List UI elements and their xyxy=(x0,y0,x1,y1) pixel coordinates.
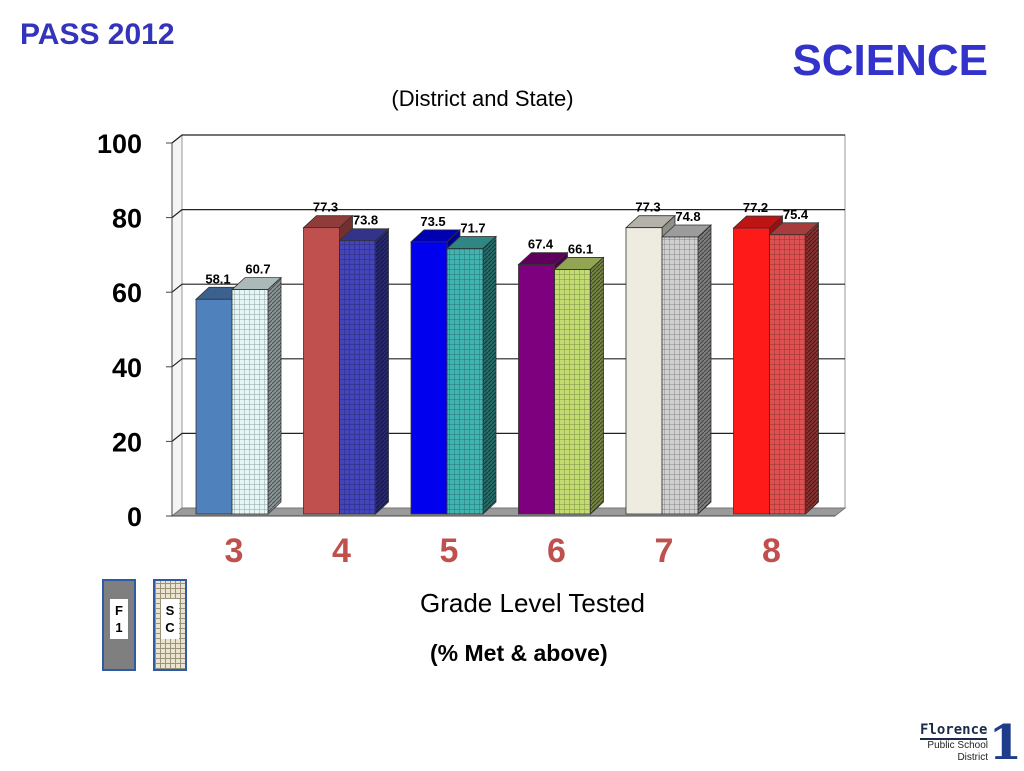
logo-number: 1 xyxy=(988,715,1022,771)
chart-bars xyxy=(194,214,820,515)
gridline xyxy=(171,358,845,368)
y-tick-label: 100 xyxy=(97,129,142,159)
x-axis-label: Grade Level Tested xyxy=(420,588,645,618)
legend-district: F 1 xyxy=(102,579,136,671)
chart-subtitle: (District and State) xyxy=(391,86,574,111)
bar-district-8-front xyxy=(733,227,770,515)
data-label-state: 60.7 xyxy=(245,262,270,277)
bar-state-6 xyxy=(553,256,605,515)
gridline xyxy=(171,134,845,144)
data-label-state: 75.4 xyxy=(783,207,809,222)
gridline xyxy=(171,283,845,293)
data-label-state: 74.8 xyxy=(675,209,700,224)
plot-side-wall xyxy=(171,133,183,518)
bar-district-4 xyxy=(302,214,354,515)
logo-line2: District xyxy=(957,752,988,763)
y-tick-label: 20 xyxy=(112,427,142,457)
bar-state-3 xyxy=(230,276,283,515)
subject-title: SCIENCE xyxy=(792,36,988,85)
bar-district-3-front xyxy=(195,298,233,515)
legend-state-label: S C xyxy=(161,599,179,639)
y-tick-label: 0 xyxy=(127,502,142,532)
chart-labels: 58.1 60.7 3 77.3 73.8 4 73.5 71.7 5 67.4 66.1 6 77.3… xyxy=(205,200,809,570)
bar-state-5 xyxy=(445,235,498,515)
x-tick-label: 3 xyxy=(225,532,244,570)
data-label-state: 71.7 xyxy=(460,221,485,236)
y-tick-label: 60 xyxy=(112,278,142,308)
x-tick-label: 6 xyxy=(547,532,566,570)
chart-axes: 0 20 40 60 80 100 xyxy=(97,129,835,532)
data-label-state: 66.1 xyxy=(568,241,593,256)
bar-district-8 xyxy=(732,215,784,515)
data-label-district: 77.2 xyxy=(743,200,768,215)
district-logo: Florence Public School District 1 xyxy=(918,715,1024,771)
x-tick-label: 7 xyxy=(655,532,674,570)
bar-state-7 xyxy=(660,224,713,515)
chart-note: (% Met & above) xyxy=(430,640,608,666)
legend-district-label: F 1 xyxy=(110,599,128,639)
bar-district-6-front xyxy=(518,264,555,515)
gridline xyxy=(171,209,845,219)
data-label-district: 77.3 xyxy=(313,200,338,215)
bar-district-5-front xyxy=(410,241,448,515)
logo-line1: Public School xyxy=(927,740,988,751)
data-label-district: 73.5 xyxy=(420,214,445,229)
bar-state-8 xyxy=(768,221,820,515)
bar-state-4 xyxy=(338,227,390,515)
bar-district-4-front xyxy=(303,227,340,515)
x-tick-label: 4 xyxy=(332,532,351,570)
data-label-state: 73.8 xyxy=(353,213,378,228)
legend-state: S C xyxy=(153,579,187,671)
x-tick-label: 8 xyxy=(762,532,781,570)
data-label-district: 67.4 xyxy=(528,237,554,252)
data-label-district: 58.1 xyxy=(205,271,230,286)
y-tick-label: 40 xyxy=(112,353,142,383)
pass-title: PASS 2012 xyxy=(20,18,175,51)
bar-district-7-front xyxy=(625,227,663,515)
gridline xyxy=(171,432,845,442)
data-label-district: 77.3 xyxy=(635,200,660,215)
y-tick-label: 80 xyxy=(112,204,142,234)
x-tick-label: 5 xyxy=(440,532,459,570)
logo-name: Florence xyxy=(920,722,988,740)
